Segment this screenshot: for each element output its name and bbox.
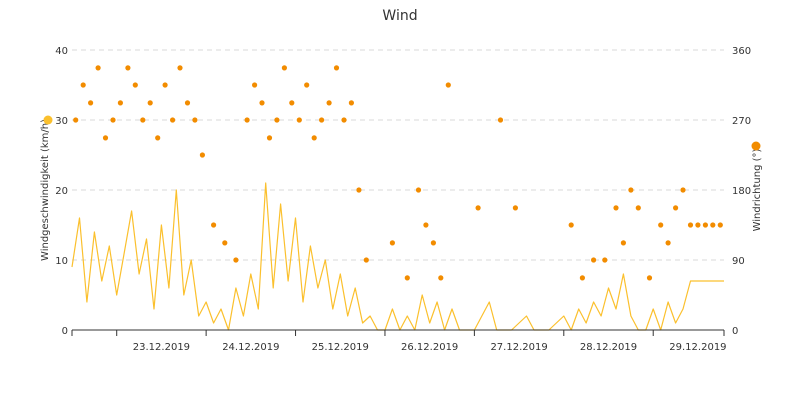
wind-direction-point xyxy=(289,100,295,106)
wind-direction-point xyxy=(162,82,168,88)
wind-direction-point xyxy=(512,205,519,211)
wind-direction-point xyxy=(602,257,608,263)
wind-direction-point xyxy=(702,222,709,228)
wind-direction-point xyxy=(497,117,504,123)
y-right-tick-label: 180 xyxy=(732,186,751,197)
wind-direction-point xyxy=(333,65,340,71)
wind-direction-point xyxy=(125,65,131,71)
x-tick-label: 28.12.2019 xyxy=(580,342,637,353)
y-left-tick-label: 20 xyxy=(55,186,68,197)
wind-direction-point xyxy=(222,240,228,246)
y-axis-left-title: Windgeschwindigkeit (km/h) xyxy=(40,119,51,261)
y-right-tick-label: 270 xyxy=(732,116,751,127)
wind-direction-point xyxy=(341,117,347,123)
wind-direction-point xyxy=(568,222,574,228)
wind-direction-point xyxy=(311,135,317,141)
wind-direction-point xyxy=(266,135,273,141)
wind-direction-point xyxy=(296,117,302,123)
wind-direction-point xyxy=(155,135,161,141)
wind-direction-point xyxy=(665,240,671,246)
wind-direction-point xyxy=(233,257,239,263)
wind-direction-point xyxy=(117,100,123,106)
y-axis-right-title: Windrichtung (°) xyxy=(752,149,763,232)
wind-direction-point xyxy=(423,222,429,228)
x-axis-ticks: 23.12.2019 24.12.2019 25.12.2019 26.12.2019… xyxy=(71,330,727,353)
wind-direction-point xyxy=(620,240,627,246)
wind-direction-point xyxy=(192,117,198,123)
wind-direction-point xyxy=(430,240,436,246)
wind-direction-point xyxy=(147,100,153,106)
wind-direction-point xyxy=(717,222,723,228)
wind-direction-point xyxy=(475,205,481,211)
wind-direction-point xyxy=(695,222,701,228)
x-tick-label: 26.12.2019 xyxy=(401,342,458,353)
y-left-tick-label: 30 xyxy=(55,116,68,127)
wind-direction-point xyxy=(132,82,138,88)
x-tick-label: 29.12.2019 xyxy=(669,342,726,353)
y-axis-right-ticks: 0 90 180 270 360 xyxy=(732,46,751,337)
wind-direction-point xyxy=(110,117,116,123)
wind-direction-point xyxy=(211,222,217,228)
wind-direction-point xyxy=(635,205,641,211)
chart-title: Wind xyxy=(382,8,417,24)
y-left-tick-label: 40 xyxy=(55,46,68,57)
wind-direction-point xyxy=(319,117,325,123)
wind-direction-point xyxy=(673,205,679,211)
x-tick-label: 25.12.2019 xyxy=(312,342,369,353)
y-right-tick-label: 90 xyxy=(732,256,745,267)
y-left-tick-label: 10 xyxy=(55,256,68,267)
wind-direction-point xyxy=(184,100,191,106)
y-axis-right-title-group: Windrichtung (°) xyxy=(752,149,763,232)
y-right-tick-label: 0 xyxy=(732,326,738,337)
x-tick-label: 27.12.2019 xyxy=(490,342,547,353)
y-axis-left-title-group: Windgeschwindigkeit (km/h) xyxy=(40,119,51,261)
wind-direction-point xyxy=(646,275,653,281)
wind-direction-point xyxy=(415,187,422,193)
wind-direction-point xyxy=(326,100,332,106)
wind-direction-point xyxy=(404,275,410,281)
wind-direction-point xyxy=(710,222,716,228)
wind-direction-point xyxy=(680,187,686,193)
wind-direction-point xyxy=(259,100,265,106)
wind-direction-point xyxy=(244,117,250,123)
y-left-tick-label: 0 xyxy=(62,326,68,337)
wind-direction-point xyxy=(102,135,109,141)
wind-direction-point xyxy=(80,82,86,88)
wind-direction-point xyxy=(579,275,586,281)
wind-direction-point xyxy=(177,65,183,71)
wind-direction-point xyxy=(687,222,694,228)
gridlines xyxy=(72,49,724,261)
wind-direction-point xyxy=(363,257,369,263)
wind-direction-point xyxy=(281,65,287,71)
wind-direction-point xyxy=(348,100,354,106)
wind-speed-line xyxy=(71,182,724,331)
wind-direction-point xyxy=(389,240,395,246)
wind-direction-point xyxy=(88,100,94,106)
wind-direction-series xyxy=(73,65,723,281)
wind-speed-series xyxy=(71,182,724,331)
wind-direction-point xyxy=(252,82,258,88)
wind-direction-point xyxy=(73,117,79,123)
wind-direction-point xyxy=(445,82,451,88)
legend-marker-direction xyxy=(751,141,761,151)
wind-direction-point xyxy=(274,117,280,123)
legend-marker-speed xyxy=(43,115,53,125)
wind-direction-point xyxy=(658,222,664,228)
wind-direction-point xyxy=(199,152,205,158)
y-axis-left-ticks: 0 10 20 30 40 xyxy=(55,46,68,337)
x-tick-label: 24.12.2019 xyxy=(222,342,279,353)
wind-direction-point xyxy=(356,187,362,193)
x-tick-label: 23.12.2019 xyxy=(133,342,190,353)
wind-direction-point xyxy=(591,257,597,263)
wind-direction-point xyxy=(438,275,444,281)
wind-direction-point xyxy=(628,187,634,193)
wind-direction-point xyxy=(613,205,619,211)
wind-direction-point xyxy=(95,65,101,71)
wind-direction-point xyxy=(140,117,146,123)
y-right-tick-label: 360 xyxy=(732,46,751,57)
wind-direction-point xyxy=(304,82,310,88)
wind-direction-point xyxy=(170,117,176,123)
